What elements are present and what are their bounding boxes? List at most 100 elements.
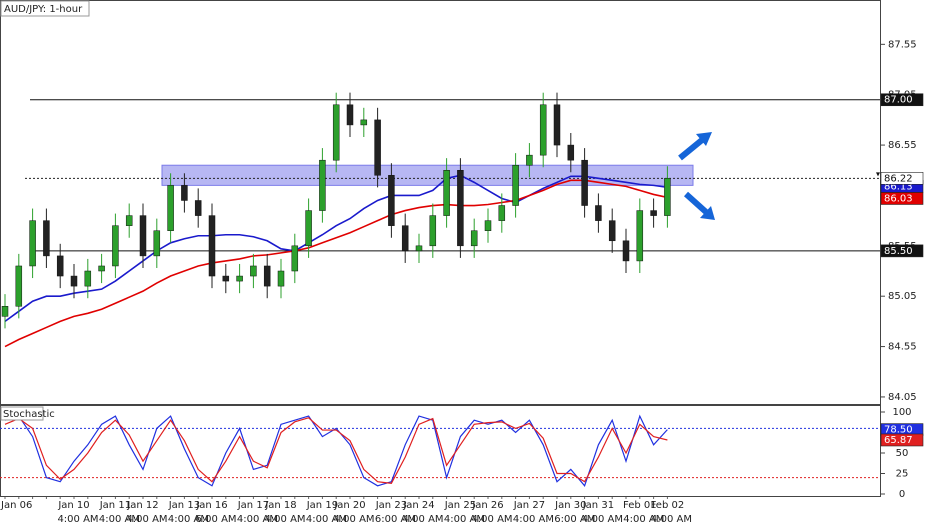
candle-body [388, 175, 395, 226]
x-time-label: 4:00 AM [126, 514, 167, 525]
stoch-tick-label: 100 [892, 407, 911, 418]
candle-body [112, 225, 119, 267]
down-arrow-head [700, 206, 715, 220]
candle-body [208, 215, 216, 277]
x-date-label: Jan 17 [237, 500, 269, 511]
x-time-label: 4:00 AM [333, 514, 374, 525]
candle-body [194, 200, 202, 216]
candle-body [263, 265, 271, 287]
x-time-label: 4:00 AM [444, 514, 485, 525]
x-date-label: Jan 10 [57, 500, 89, 511]
candle-body [360, 119, 368, 126]
x-time-label: 4:00 AM [582, 514, 623, 525]
axis-value-label: 78.50 [884, 425, 913, 436]
candle-body [84, 270, 92, 287]
candle-body [484, 220, 492, 231]
x-date-label: Jan 30 [554, 500, 586, 511]
candle-body [539, 104, 547, 156]
resistance-zone [161, 164, 694, 186]
candle-body [222, 275, 230, 282]
candle-body [526, 154, 533, 166]
stoch-line [4, 417, 668, 484]
x-date-label: Jan 26 [471, 500, 503, 511]
title-box [0, 0, 90, 17]
candle-body [125, 215, 133, 226]
candle-body [608, 220, 616, 242]
x-time-label: 4:00 AM [402, 514, 443, 525]
candle-body [622, 240, 630, 262]
x-date-label: Jan 27 [513, 500, 545, 511]
x-date-label: Jan 23 [375, 500, 407, 511]
axis-value-label: 85.50 [884, 246, 913, 257]
x-date-label: Jan 25 [444, 500, 476, 511]
x-time-label: 6:00 AM [375, 514, 416, 525]
moving-average [4, 174, 668, 323]
candle-body [595, 205, 602, 221]
stoch-tick-label: 50 [896, 448, 909, 459]
y-tick-label: 85.05 [888, 291, 917, 302]
candle-body [457, 170, 464, 247]
candle-body [70, 275, 78, 287]
candle-body [181, 185, 188, 201]
axis-value-label: 86.13 [884, 181, 913, 192]
stoch-title-box [0, 406, 44, 421]
x-date-label: Jan 19 [306, 500, 338, 511]
x-date-label: Jan 06 [0, 500, 32, 511]
x-date-label: Jan 13 [168, 500, 200, 511]
axis-value-label: 86.22 [884, 173, 913, 184]
stoch-line [4, 414, 668, 488]
x-time-label: 6:00 AM [554, 514, 595, 525]
axis-label-box [880, 433, 924, 447]
arrows [678, 132, 715, 220]
axis-label-box [880, 192, 924, 205]
moving-average [4, 179, 668, 348]
x-date-label: Jan 18 [264, 500, 296, 511]
x-time-label: 4:00 AM [237, 514, 278, 525]
x-date-label: Jan 12 [126, 500, 158, 511]
axis-label-box [880, 93, 924, 107]
x-time-label: 6:00 AM [195, 514, 236, 525]
candle-body [29, 220, 36, 267]
stoch-tick-label: 25 [896, 469, 909, 480]
up-arrow-head [696, 132, 712, 146]
candle-body [512, 164, 519, 206]
candle-body [56, 255, 64, 277]
candle-body [305, 210, 312, 247]
y-tick-label: 84.05 [888, 392, 917, 403]
candle-body [498, 205, 506, 221]
x-date-label: Feb 01 [623, 500, 657, 511]
y-tick-label: 86.55 [888, 140, 917, 151]
chart-title: AUD/JPY: 1-hour [4, 4, 83, 15]
candle-body [443, 170, 450, 216]
x-time-label: 4:00 AM [57, 514, 98, 525]
stoch-tick-label: 0 [899, 489, 905, 500]
candle-body [291, 245, 299, 272]
x-date-label: Jan 24 [402, 500, 434, 511]
x-time-label: 4:00 AM [99, 514, 140, 525]
y-tick-label: 87.55 [888, 39, 917, 50]
axis-label-box [880, 172, 924, 185]
x-time-label: 4:00 AM [651, 514, 692, 525]
candle-body [1, 306, 9, 317]
candle-body [98, 265, 105, 272]
candle-body [650, 210, 657, 216]
candle-body [470, 230, 478, 247]
candle-body [567, 144, 575, 161]
x-time-label: 4:00 AM [513, 514, 554, 525]
x-time-label: 4:00 AM [264, 514, 305, 525]
candle-body [401, 225, 409, 252]
candle-body [153, 230, 161, 257]
axis-value-label: 65.87 [884, 435, 913, 446]
candle-body [636, 210, 644, 262]
candle-body [346, 104, 354, 126]
candle-body [332, 104, 340, 161]
candle-body [319, 159, 326, 211]
current-marker [876, 172, 880, 177]
candle-body [236, 275, 243, 282]
candle-body [277, 270, 285, 287]
candle-body [15, 265, 23, 307]
x-date-label: Feb 02 [651, 500, 685, 511]
price-panel [0, 0, 881, 405]
stochastic-title: Stochastic [3, 409, 55, 420]
